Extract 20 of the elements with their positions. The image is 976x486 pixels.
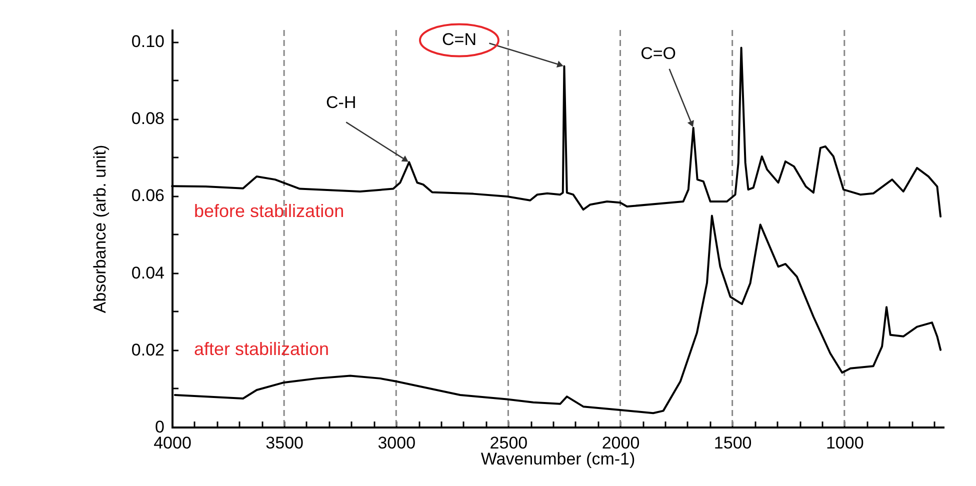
x-tick-label: 1500: [714, 434, 752, 452]
y-axis-title: Absorbance (arb. unit): [90, 144, 110, 314]
series-label: before stabilization: [194, 201, 344, 222]
y-tick-label: 0.06: [131, 186, 164, 206]
x-tick-label: 2000: [602, 434, 640, 452]
x-tick-label: 2500: [490, 434, 528, 452]
annotation: C-H: [326, 93, 356, 112]
y-tick-label: 0: [155, 418, 164, 436]
x-axis-title: Wavenumber (cm-1): [480, 450, 636, 468]
x-tick-label: 3500: [266, 434, 304, 452]
y-tick-label: 0.08: [131, 109, 164, 128]
x-tick-label: 4000: [154, 434, 192, 452]
annotation: C=N: [442, 30, 476, 50]
x-tick-label: 1000: [826, 434, 864, 452]
y-tick-label: 0.02: [131, 340, 164, 360]
y-tick-label: 0.04: [131, 263, 164, 282]
series-label: after stabilization: [194, 339, 330, 360]
x-tick-label: 3000: [378, 434, 416, 452]
y-tick-label: 0.10: [131, 32, 164, 52]
annotation: C=O: [640, 44, 676, 63]
